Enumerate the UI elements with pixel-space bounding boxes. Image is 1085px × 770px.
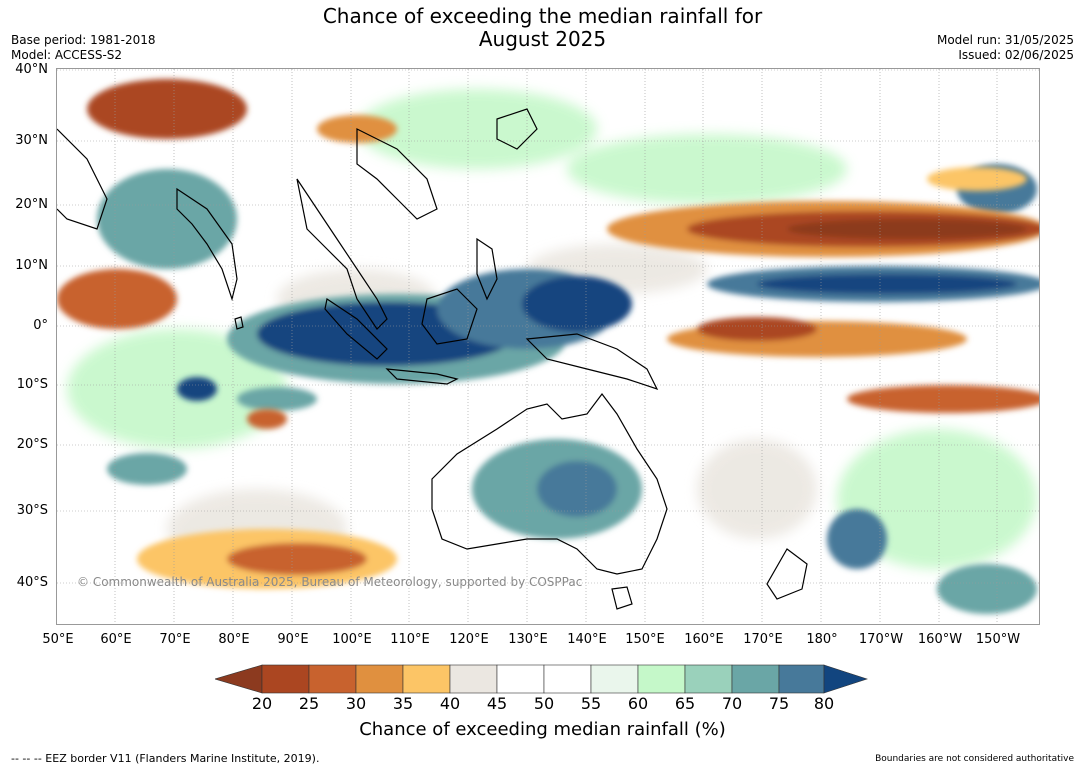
- title-line-1: Chance of exceeding the median rainfall …: [322, 4, 763, 28]
- cb-bin-55-60: [590, 664, 639, 694]
- title-line-2: August 2025: [478, 27, 607, 51]
- colorbar-over: [823, 664, 868, 694]
- meta-left: Base period: 1981-2018 Model: ACCESS-S2: [11, 33, 156, 63]
- lon-tick: 140°E: [567, 632, 607, 647]
- nz-coast: [766, 548, 808, 600]
- model-run: Model run: 31/05/2025: [936, 33, 1074, 47]
- lon-tick: 60°E: [100, 632, 132, 647]
- lon-tick: 90°E: [277, 632, 309, 647]
- india-coast: [176, 187, 238, 302]
- cb-bin-70-75: [731, 664, 780, 694]
- boundary-disclaimer: Boundaries are not considered authoritat…: [875, 754, 1074, 764]
- cb-tick: 65: [674, 694, 696, 713]
- lon-tick: 150°E: [625, 632, 665, 647]
- seasia-coast: [296, 178, 388, 330]
- eez-note: -- -- -- EEZ border V11 (Flanders Marine…: [11, 752, 320, 765]
- lat-tick: 0°: [33, 318, 48, 333]
- colorbar-under: [215, 664, 263, 694]
- cb-bin-45-50: [496, 664, 545, 694]
- graticule: [57, 69, 1039, 624]
- cb-tick: 45: [486, 694, 508, 713]
- copyright-notice: © Commonwealth of Australia 2025, Bureau…: [77, 575, 583, 589]
- lon-tick: 170°W: [858, 632, 904, 647]
- sumatra-coast: [324, 298, 388, 360]
- lon-tick: 120°E: [449, 632, 489, 647]
- cb-tick: 50: [533, 694, 555, 713]
- lon-tick: 180°: [806, 632, 838, 647]
- lat-tick: 40°N: [15, 62, 48, 77]
- lon-tick: 160°W: [917, 632, 963, 647]
- lon-tick: 50°E: [42, 632, 74, 647]
- lat-tick: 10°S: [16, 377, 48, 392]
- srilanka-coast: [234, 316, 244, 330]
- base-period: Base period: 1981-2018: [11, 33, 156, 47]
- cb-bin-40-45: [449, 664, 498, 694]
- wet-anomalies: [97, 164, 1039, 614]
- cb-bin-50-55: [543, 664, 592, 694]
- cb-tick: 35: [392, 694, 414, 713]
- lon-tick: 100°E: [332, 632, 372, 647]
- model-name: Model: ACCESS-S2: [11, 48, 123, 62]
- map-title: Chance of exceeding the median rainfall …: [0, 5, 1085, 51]
- map-svg: [57, 69, 1039, 624]
- lat-tick: 20°S: [16, 437, 48, 452]
- australia-coast: [431, 393, 668, 575]
- issued-date: Issued: 02/06/2025: [958, 48, 1074, 62]
- arabia-coast: [57, 128, 108, 230]
- lon-tick: 70°E: [159, 632, 191, 647]
- lon-tick: 170°E: [743, 632, 783, 647]
- colorbar-bins: [261, 664, 825, 694]
- meta-right: Model run: 31/05/2025 Issued: 02/06/2025: [937, 33, 1074, 63]
- forecast-map: [56, 68, 1040, 625]
- lat-tick: 40°S: [16, 575, 48, 590]
- cb-tick: 55: [580, 694, 602, 713]
- lon-tick: 150°W: [975, 632, 1021, 647]
- borneo-coast: [421, 288, 478, 345]
- cb-bin-35-40: [402, 664, 451, 694]
- cb-tick: 25: [298, 694, 320, 713]
- lat-tick: 30°S: [16, 503, 48, 518]
- colorbar: [215, 664, 868, 694]
- cb-tick: 60: [627, 694, 649, 713]
- java-coast: [385, 368, 459, 385]
- cb-bin-30-35: [355, 664, 404, 694]
- newguinea-coast: [525, 333, 659, 391]
- colorbar-label: Chance of exceeding median rainfall (%): [359, 719, 726, 740]
- cb-tick: 70: [721, 694, 743, 713]
- lat-tick: 30°N: [15, 133, 48, 148]
- cb-tick: 40: [439, 694, 461, 713]
- japan-coast: [496, 108, 538, 150]
- dry-anomalies: [57, 79, 1039, 589]
- cb-bin-60-65: [637, 664, 686, 694]
- lat-tick: 10°N: [15, 258, 48, 273]
- cb-tick: 80: [813, 694, 835, 713]
- cb-bin-75-80: [778, 664, 825, 694]
- cb-tick: 20: [251, 694, 273, 713]
- cb-bin-20-25: [261, 664, 310, 694]
- cb-tick: 30: [345, 694, 367, 713]
- lon-tick: 110°E: [390, 632, 430, 647]
- philippines-coast: [476, 237, 498, 301]
- coastlines: [57, 108, 808, 610]
- cb-bin-65-70: [684, 664, 733, 694]
- lon-tick: 80°E: [218, 632, 250, 647]
- cb-bin-25-30: [308, 664, 357, 694]
- lat-tick: 20°N: [15, 197, 48, 212]
- lon-tick: 130°E: [508, 632, 548, 647]
- eastasia-coast: [356, 128, 438, 220]
- tasmania-coast: [611, 586, 633, 610]
- lon-tick: 160°E: [684, 632, 724, 647]
- cb-tick: 75: [768, 694, 790, 713]
